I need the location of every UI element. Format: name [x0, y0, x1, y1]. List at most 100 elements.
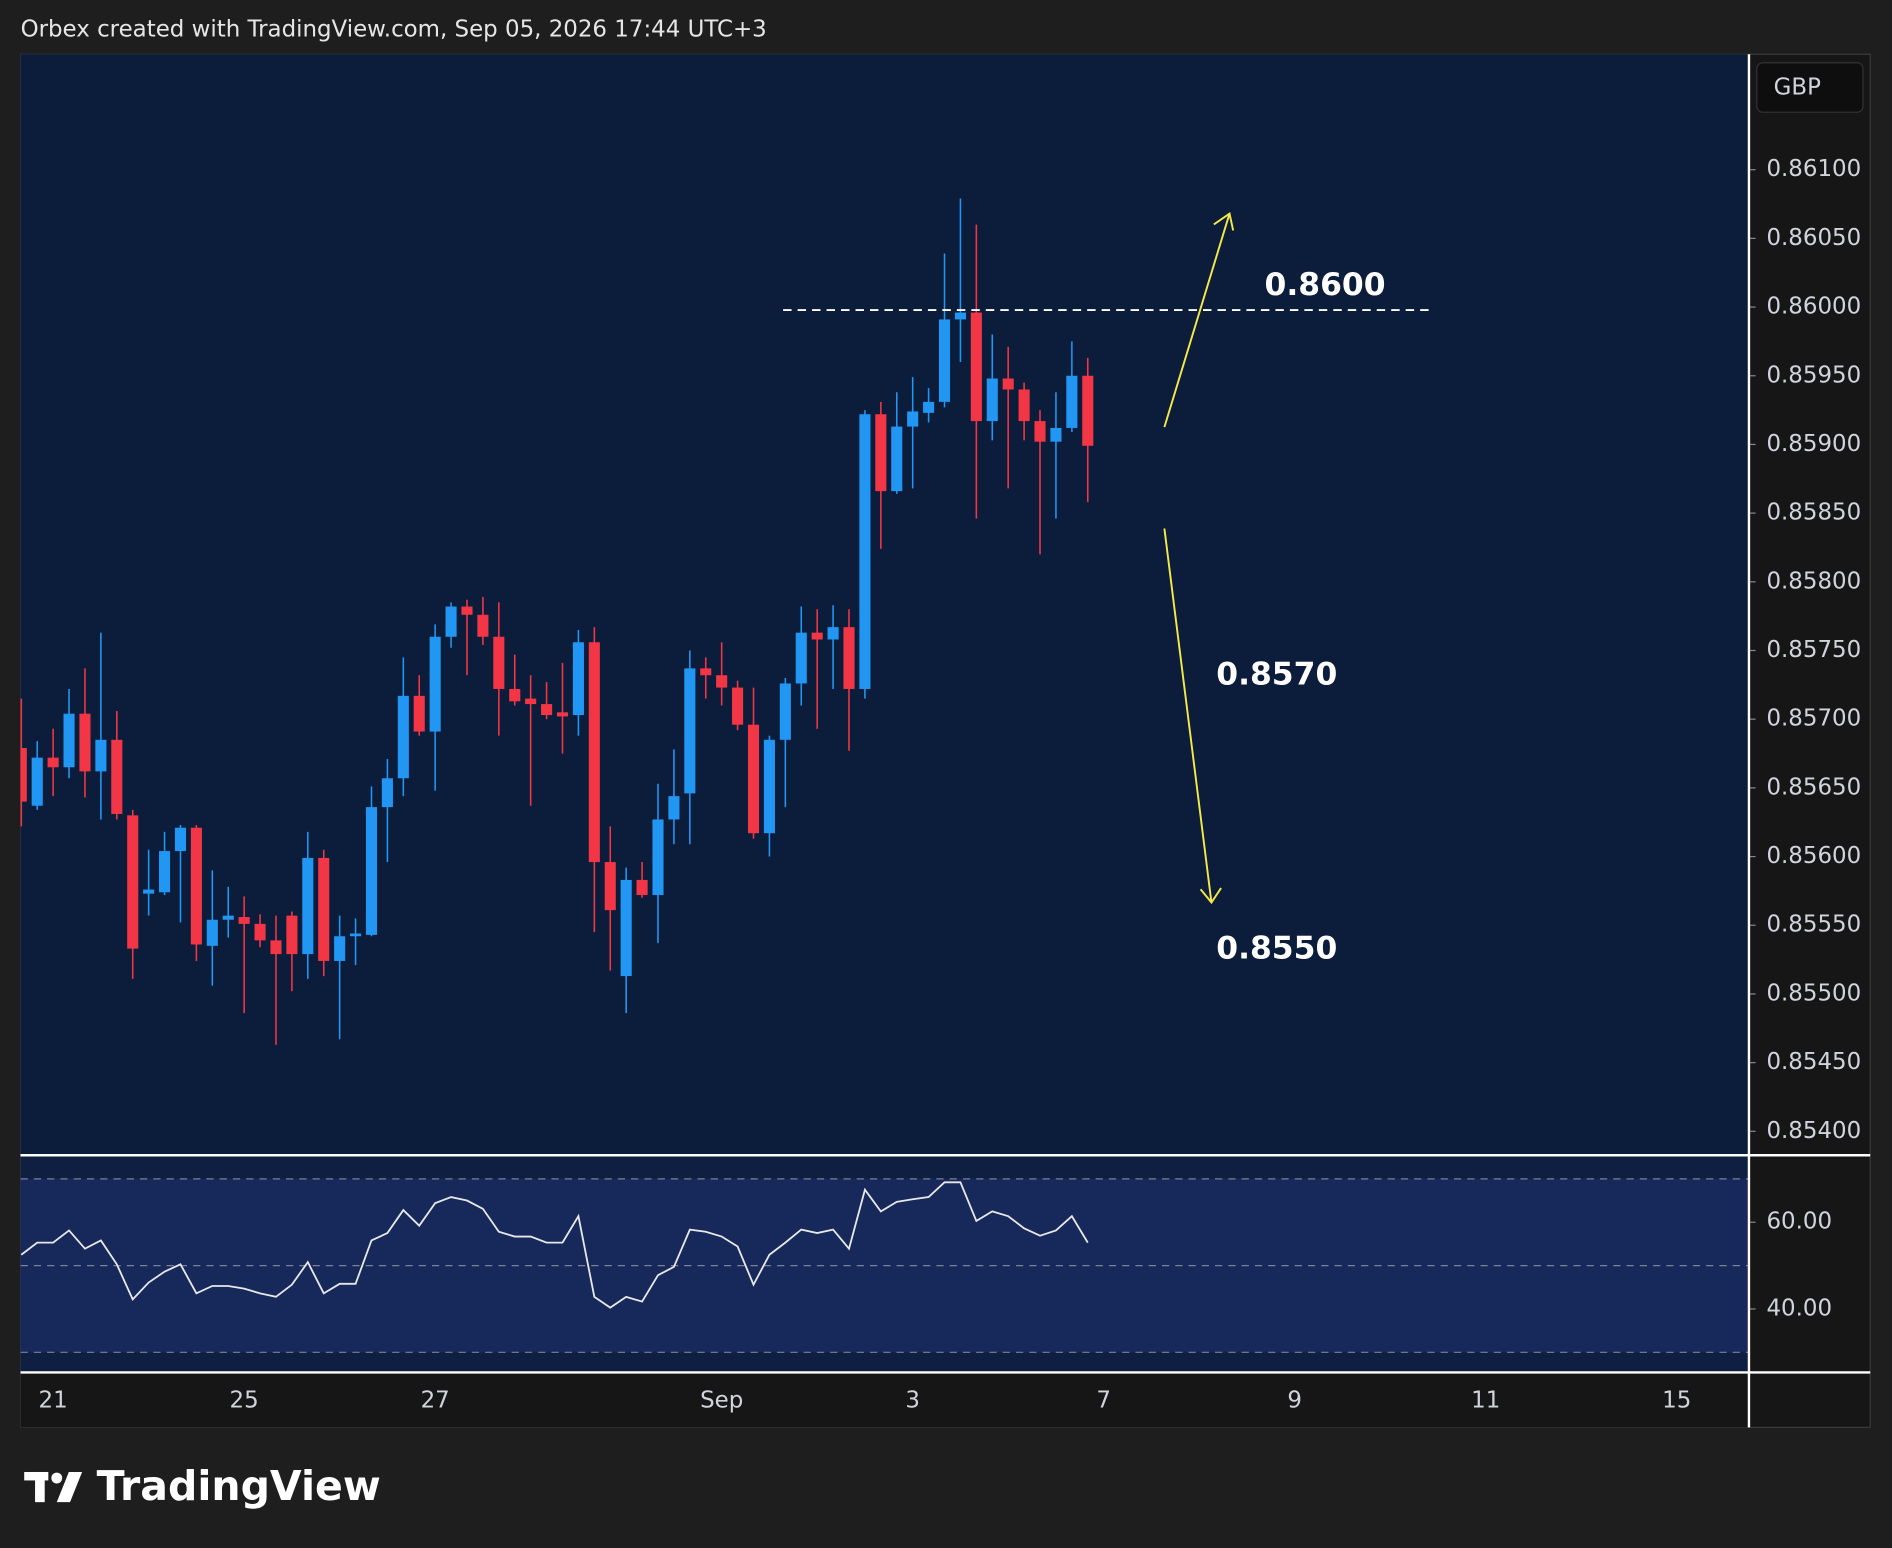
annotation: 0.8550	[1216, 931, 1337, 967]
currency-badge	[1756, 62, 1864, 113]
price-layer	[20, 198, 1094, 1045]
arrow-head	[1199, 887, 1222, 905]
y-tick-label: 0.85950	[1766, 362, 1861, 388]
y-tick-label: 0.85850	[1766, 500, 1861, 526]
y-tick-label: 0.85800	[1766, 568, 1861, 594]
logo-part	[56, 1471, 83, 1503]
candle-body	[95, 739, 107, 772]
candle-body	[525, 698, 537, 705]
candle-body	[875, 414, 887, 492]
candle-body	[190, 827, 202, 945]
x-tick-label: 9	[1287, 1387, 1302, 1413]
x-tick-label: 27	[421, 1387, 450, 1413]
candle-body	[413, 695, 425, 732]
candle-body	[1002, 378, 1014, 390]
logo-icon	[24, 1471, 83, 1503]
candle-body	[318, 857, 330, 961]
y-tick-label: 0.86100	[1766, 156, 1861, 182]
candle-body	[700, 668, 712, 676]
candle-body	[1066, 375, 1078, 428]
x-tick-label: Sep	[700, 1387, 743, 1413]
candle-body	[923, 401, 935, 413]
x-tick-label: 7	[1096, 1387, 1111, 1413]
candle-body	[636, 879, 648, 896]
y-tick-label: 0.85900	[1766, 431, 1861, 457]
candle-body	[556, 712, 569, 717]
candle-body	[286, 915, 298, 955]
y-tick-label: 0.86050	[1766, 225, 1861, 251]
candle-body	[238, 917, 250, 924]
candle-body	[954, 312, 966, 320]
candle-body	[1082, 375, 1094, 446]
y-tick-label: 0.85400	[1766, 1118, 1861, 1144]
candle-body	[47, 757, 59, 768]
y-tick-label: 0.85550	[1766, 912, 1861, 938]
candle-body	[763, 739, 775, 834]
candle-body	[859, 414, 871, 689]
candle-body	[111, 739, 123, 814]
candle-body	[811, 632, 823, 640]
header: Orbex created with TradingView.com, Sep …	[21, 17, 767, 43]
x-tick-label: 3	[905, 1387, 920, 1413]
logo-text: TradingView	[97, 1462, 381, 1510]
candle-body	[684, 668, 696, 794]
candle-body	[461, 606, 473, 615]
candle-body	[827, 627, 839, 640]
y-tick-label: 0.85700	[1766, 706, 1861, 732]
candle-body	[732, 687, 744, 725]
candle-body	[541, 704, 553, 716]
candle-body	[350, 933, 362, 937]
candle-body	[20, 748, 27, 802]
y-tick-label: 60.00	[1766, 1209, 1832, 1235]
x-tick-label: 11	[1471, 1387, 1500, 1413]
candle-body	[1034, 421, 1046, 442]
y-tick-label: 40.00	[1766, 1295, 1832, 1321]
y-tick-label: 0.86000	[1766, 294, 1861, 320]
candle-body	[716, 675, 728, 688]
candle-body	[1050, 427, 1062, 442]
arrow-head	[1213, 211, 1235, 231]
candle-body	[381, 778, 393, 808]
candle-body	[445, 606, 457, 637]
candle-body	[477, 614, 489, 637]
rsi-line	[20, 1181, 1089, 1309]
candle-body	[747, 724, 760, 834]
y-tick-label: 0.85500	[1766, 980, 1861, 1006]
candle-body	[429, 636, 441, 732]
y-tick-label: 0.85650	[1766, 774, 1861, 800]
annotation: 0.8600	[1265, 267, 1386, 303]
candle-body	[891, 426, 903, 492]
candle-body	[302, 857, 314, 955]
y-tick-label: 0.85750	[1766, 637, 1861, 663]
candle-body	[206, 919, 218, 946]
candle-body	[779, 683, 791, 740]
candle-body	[365, 807, 378, 935]
candle-body	[572, 642, 584, 716]
candle-body	[127, 815, 139, 949]
candle-body	[31, 757, 43, 806]
candle-body	[493, 636, 505, 689]
candle-body	[509, 688, 521, 702]
candle-body	[986, 378, 998, 422]
annotation: 0.8570	[1216, 657, 1337, 693]
candle-body	[159, 851, 171, 893]
candle-body	[938, 319, 951, 402]
candle-body	[588, 642, 600, 863]
arrow-up	[1163, 213, 1231, 428]
logo-part	[51, 1472, 63, 1484]
candle-body	[668, 796, 680, 820]
candle-body	[843, 627, 855, 689]
candle-body	[907, 411, 919, 427]
x-tick-label: 25	[230, 1387, 259, 1413]
candle-body	[334, 936, 346, 961]
candle-body	[254, 923, 266, 941]
price-pane	[20, 54, 1749, 1155]
candle-body	[63, 713, 75, 768]
candle-body	[397, 695, 409, 779]
axis-layer: 21 25 27 Sep 3 7 9 11 15 0.86100 0.86050 0.86000 0.8…	[39, 156, 1862, 1413]
candle-body	[970, 312, 982, 422]
time-axis	[20, 1373, 1749, 1428]
arrows	[1163, 211, 1235, 905]
y-tick-label: 0.85450	[1766, 1049, 1861, 1075]
